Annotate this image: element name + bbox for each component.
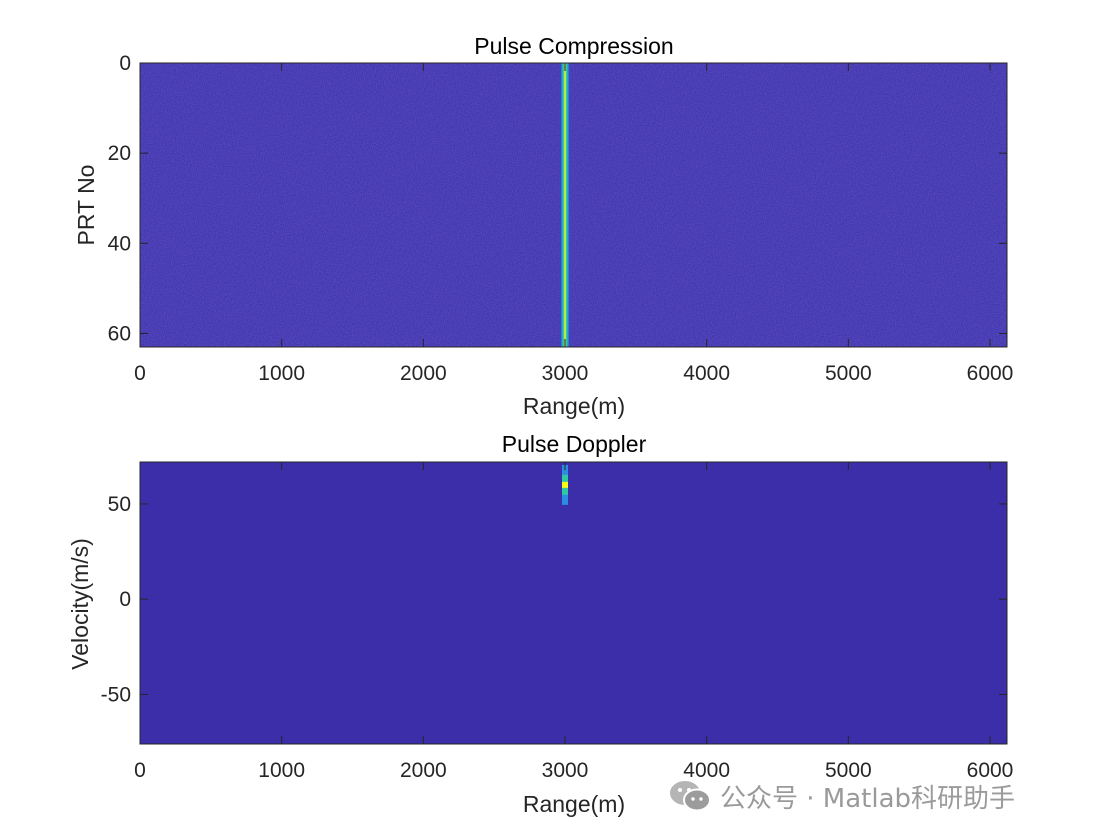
y-axis-label: Velocity(m/s) xyxy=(67,538,93,670)
x-axis-label: Range(m) xyxy=(523,393,625,419)
plot-title: Pulse Compression xyxy=(474,33,673,59)
pulse-compression-plot: Pulse Compression 0 1000 2000 3000 4000 5000 6… xyxy=(73,33,1013,419)
wechat-icon xyxy=(668,778,712,814)
y-tick-label: 0 xyxy=(119,588,131,611)
y-tick-label: -50 xyxy=(101,683,131,706)
plot-title: Pulse Doppler xyxy=(502,431,647,457)
heatmap-background xyxy=(140,462,1007,744)
x-tick-label: 1000 xyxy=(258,759,305,782)
x-tick-label: 3000 xyxy=(542,759,589,782)
x-tick-label: 3000 xyxy=(542,362,589,385)
x-axis-label: Range(m) xyxy=(523,791,625,817)
x-tick-label: 6000 xyxy=(967,759,1014,782)
x-tick-label: 5000 xyxy=(825,362,872,385)
x-tick-label: 5000 xyxy=(825,759,872,782)
y-tick-label: 0 xyxy=(119,52,131,75)
x-tick-label: 0 xyxy=(134,759,146,782)
y-axis-label: PRT No xyxy=(73,165,99,246)
x-tick-label: 1000 xyxy=(258,362,305,385)
y-tick-label: 50 xyxy=(108,493,131,516)
pulse-doppler-plot: Pulse Doppler 0 1000 2000 3000 4000 5000 6000 … xyxy=(67,431,1013,817)
y-tick-label: 40 xyxy=(108,232,131,255)
plot-frame xyxy=(139,62,1008,348)
x-tick-label: 4000 xyxy=(683,759,730,782)
watermark-text: 公众号 · Matlab科研助手 xyxy=(720,783,1016,814)
y-tick-label: 60 xyxy=(108,322,131,345)
plot-frame xyxy=(139,461,1008,745)
x-tick-label: 2000 xyxy=(400,759,447,782)
y-tick-label: 20 xyxy=(108,142,131,165)
watermark: 公众号 · Matlab科研助手 xyxy=(668,776,1015,816)
x-tick-label: 4000 xyxy=(683,362,730,385)
target-peak xyxy=(562,481,568,488)
x-tick-label: 0 xyxy=(134,362,146,385)
x-tick-label: 2000 xyxy=(400,362,447,385)
x-tick-label: 6000 xyxy=(967,362,1014,385)
target-range-line xyxy=(560,63,570,347)
heatmap-noise xyxy=(140,63,1007,347)
